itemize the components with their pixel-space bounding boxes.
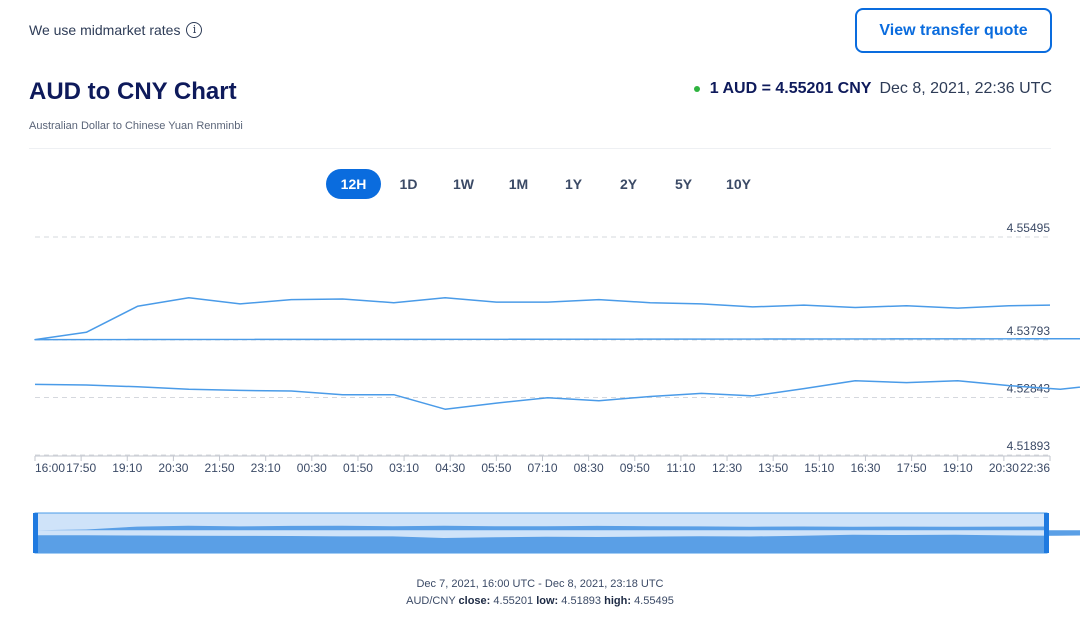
x-tick-label: 11:10 [666, 461, 695, 475]
x-tick-label: 19:10 [943, 461, 973, 475]
rate-timestamp: Dec 8, 2021, 22:36 UTC [879, 80, 1052, 97]
page-subtitle: Australian Dollar to Chinese Yuan Renmin… [29, 120, 243, 132]
info-icon[interactable]: i [186, 22, 203, 38]
period-1m-button[interactable]: 1M [508, 176, 529, 192]
period-1d-button[interactable]: 1D [399, 176, 418, 192]
navigator-right-handle [1044, 513, 1049, 553]
midmarket-note-text: We use midmarket rates [29, 22, 181, 38]
x-tick-label: 05:50 [481, 461, 511, 475]
live-status-dot [693, 86, 700, 92]
y-tick-label: 4.52843 [1007, 382, 1051, 396]
footer-pair: AUD/CNY [406, 595, 456, 607]
range-navigator[interactable] [0, 505, 1080, 555]
x-tick-label: 08:30 [574, 461, 604, 475]
current-rate: 1 AUD = 4.55201 CNY Dec 8, 2021, 22:36 U… [693, 80, 1052, 98]
y-tick-label: 4.55495 [1007, 221, 1051, 235]
y-tick-label: 4.53793 [1007, 324, 1051, 338]
footer-high-value: 4.55495 [634, 595, 674, 607]
period-10y-button[interactable]: 10Y [726, 176, 751, 192]
x-tick-label: 04:30 [435, 461, 465, 475]
period-selector: 12H 1D 1W 1M 1Y 2Y 5Y 10Y [326, 169, 766, 199]
x-tick-label: 00:30 [297, 461, 327, 475]
x-tick-label: 17:50 [897, 461, 927, 475]
footer-low-value: 4.51893 [561, 595, 602, 607]
footer-close-value: 4.55201 [493, 595, 534, 607]
x-tick-label: 19:10 [112, 461, 142, 475]
x-tick-label: 20:30 [989, 461, 1019, 475]
header-divider [29, 148, 1051, 149]
x-tick-label: 12:30 [712, 461, 742, 475]
x-tick-label: 17:50 [66, 461, 96, 475]
footer-stats: AUD/CNY close: 4.55201 low: 4.51893 high… [0, 595, 1080, 607]
footer-high-label: high: [604, 595, 631, 607]
period-12h-button[interactable]: 12H [326, 169, 381, 199]
navigator-area [35, 525, 1080, 553]
period-1w-button[interactable]: 1W [453, 176, 474, 192]
rate-line [34, 297, 1080, 410]
view-transfer-quote-button[interactable]: View transfer quote [855, 8, 1052, 53]
footer-low-label: low: [536, 595, 559, 607]
period-2y-button[interactable]: 2Y [619, 176, 638, 192]
x-tick-label: 16:00 [35, 461, 65, 475]
period-5y-button[interactable]: 5Y [674, 176, 693, 192]
y-tick-label: 4.51893 [1007, 439, 1051, 453]
x-tick-label: 23:10 [251, 461, 281, 475]
period-1y-button[interactable]: 1Y [564, 176, 583, 192]
x-tick-label: 07:10 [527, 461, 557, 475]
x-tick-label: 13:50 [758, 461, 788, 475]
footer-close-label: close: [458, 595, 491, 607]
x-tick-label: 22:36 [1020, 461, 1050, 475]
x-tick-label: 15:10 [804, 461, 834, 475]
x-tick-label: 16:30 [850, 461, 880, 475]
footer-date-range: Dec 7, 2021, 16:00 UTC - Dec 8, 2021, 23… [416, 578, 664, 590]
x-tick-label: 09:50 [620, 461, 650, 475]
rate-value: 1 AUD = 4.55201 CNY [709, 80, 872, 97]
page-title: AUD to CNY Chart [29, 78, 237, 105]
x-tick-label: 21:50 [205, 461, 235, 475]
x-tick-label: 03:10 [389, 461, 419, 475]
x-tick-label: 01:50 [343, 461, 373, 475]
x-tick-label: 20:30 [158, 461, 188, 475]
navigator-left-handle [33, 513, 38, 553]
midmarket-note: We use midmarket rates i [29, 22, 203, 38]
